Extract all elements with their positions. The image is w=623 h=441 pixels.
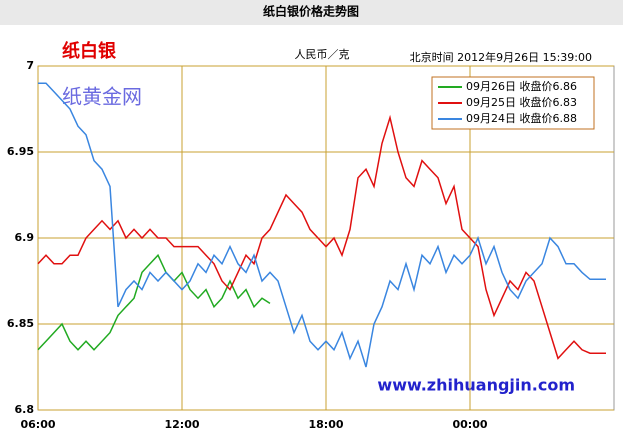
x-tick-label: 00:00: [452, 418, 487, 431]
y-tick-label: 6.9: [15, 231, 35, 244]
x-tick-label: 12:00: [164, 418, 199, 431]
price-line: [38, 82, 606, 368]
x-tick-label: 18:00: [308, 418, 343, 431]
watermark: 纸黄金网: [62, 85, 142, 109]
unit-label: 人民币／克: [295, 48, 350, 61]
title-bar: [0, 0, 623, 25]
legend-label: 09月24日 收盘价6.88: [466, 111, 577, 125]
chart-title: 纸白银价格走势图: [263, 4, 359, 19]
y-tick-label: 6.95: [7, 145, 34, 158]
y-tick-label: 7: [26, 59, 34, 72]
product-label: 纸白银: [62, 40, 117, 62]
legend-label: 09月26日 收盘价6.86: [466, 79, 577, 93]
price-line: [37, 114, 606, 360]
x-tick-label: 06:00: [20, 418, 55, 431]
y-tick-label: 6.85: [7, 317, 34, 330]
price-line: [37, 253, 271, 351]
website: www.zhihuangjin.com: [377, 376, 575, 395]
y-tick-label: 6.8: [15, 403, 35, 416]
legend-label: 09月25日 收盘价6.83: [466, 95, 577, 109]
timestamp: 北京时间 2012年9月26日 15:39:00: [410, 50, 592, 64]
